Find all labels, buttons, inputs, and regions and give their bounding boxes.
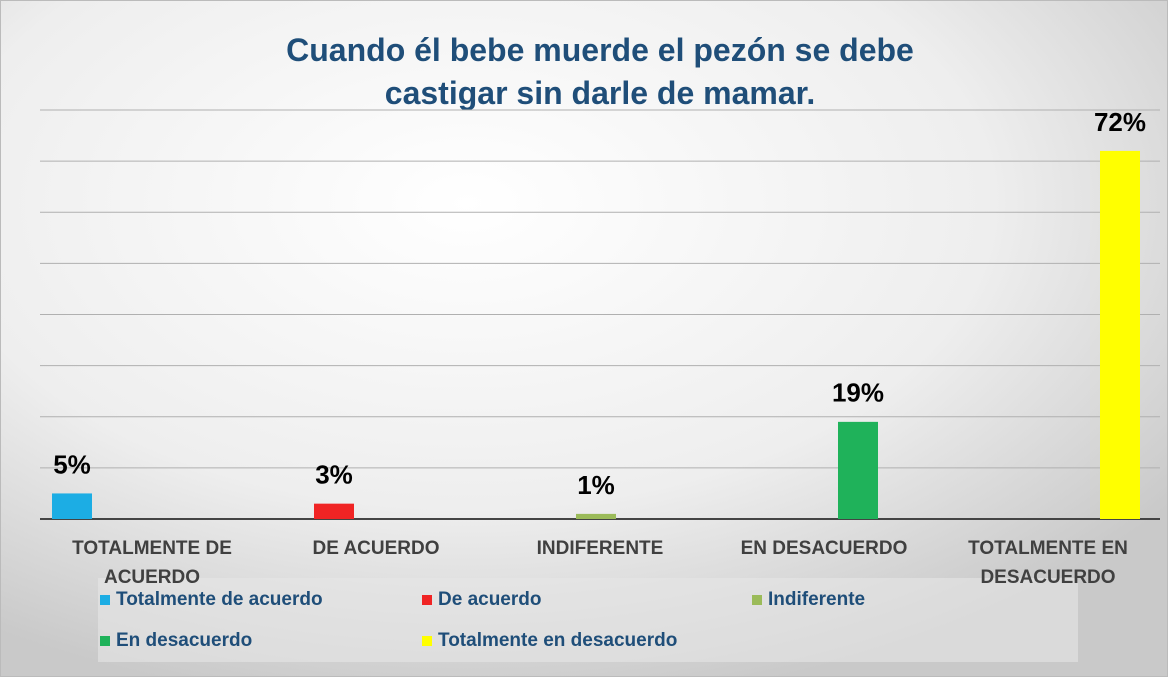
- x-tick-label: EN DESACUERDO: [741, 538, 908, 559]
- legend-swatch: [752, 595, 762, 605]
- chart-title: Cuando él bebe muerde el pezón se debe ca…: [286, 32, 914, 111]
- bar: [314, 503, 354, 519]
- legend-label: En desacuerdo: [116, 630, 252, 651]
- x-tick-label: TOTALMENTE DE ACUERDO: [72, 538, 232, 588]
- legend-label: De acuerdo: [438, 589, 541, 610]
- x-tick-label: INDIFERENTE: [537, 538, 664, 559]
- bar: [576, 513, 616, 519]
- x-tick-label: DE ACUERDO: [312, 538, 439, 559]
- bar: [1100, 150, 1140, 519]
- legend-swatch: [100, 636, 110, 646]
- x-tick-label: TOTALMENTE EN DESACUERDO: [968, 538, 1128, 588]
- data-label: 3%: [315, 460, 353, 490]
- bar: [52, 493, 92, 519]
- legend-swatch: [422, 595, 432, 605]
- data-label: 72%: [1094, 107, 1146, 137]
- data-label: 19%: [832, 378, 884, 408]
- data-label: 5%: [53, 449, 91, 479]
- legend-box: [98, 578, 1078, 662]
- data-label: 1%: [577, 470, 615, 500]
- legend-swatch: [100, 595, 110, 605]
- legend-swatch: [422, 636, 432, 646]
- bar: [838, 421, 878, 519]
- legend-label: Indiferente: [768, 589, 865, 610]
- legend-label: Totalmente en desacuerdo: [438, 630, 677, 651]
- legend-label: Totalmente de acuerdo: [116, 589, 323, 610]
